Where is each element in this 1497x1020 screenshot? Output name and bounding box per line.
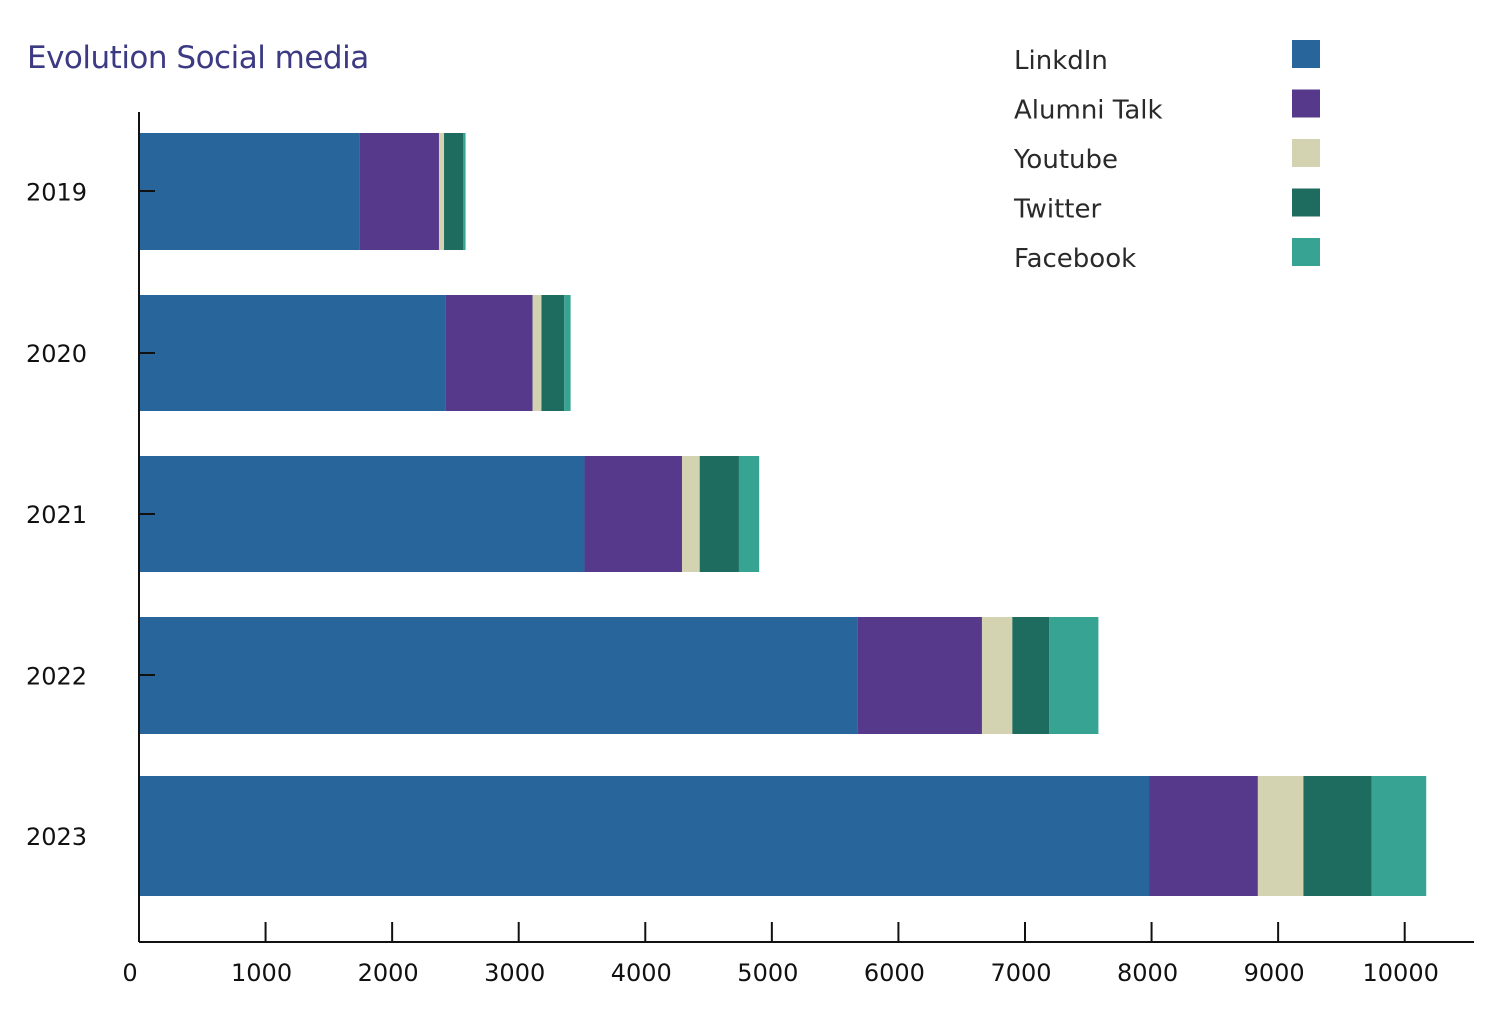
bar-segment-2022-youtube [981, 617, 1013, 734]
x-tick-label-1000: 1000 [231, 959, 292, 987]
legend-swatch-twitter [1292, 188, 1320, 217]
bar-segment-2021-linkdin [139, 456, 585, 572]
y-tick-label-2019: 2019 [26, 179, 87, 207]
bar-segment-2023-facebook [1371, 776, 1427, 896]
bar-segment-2020-linkdin [139, 295, 446, 411]
bar-segment-2022-alumni-talk [857, 617, 982, 734]
bar-segment-2021-twitter [699, 456, 739, 572]
x-tick-label-3000: 3000 [484, 959, 545, 987]
legend-label-linkdin: LinkdIn [1014, 46, 1108, 76]
x-tick-label-7000: 7000 [990, 959, 1051, 987]
legend-swatch-alumni-talk [1292, 89, 1320, 118]
legend-swatch-facebook [1292, 238, 1320, 266]
bar-segment-2019-youtube [438, 133, 445, 250]
x-tick-label-10000: 10000 [1363, 959, 1439, 987]
x-tick-label-2000: 2000 [358, 959, 419, 987]
bar-segment-2020-twitter [541, 295, 565, 411]
bars-group [139, 133, 1427, 896]
bar-segment-2023-youtube [1257, 776, 1304, 896]
bar-segment-2023-linkdin [139, 776, 1150, 896]
x-tick-label-5000: 5000 [737, 959, 798, 987]
chart-title: Evolution Social media [27, 40, 369, 76]
legend-swatch-youtube [1292, 139, 1320, 167]
x-tick-label-6000: 6000 [864, 959, 925, 987]
legend-label-youtube: Youtube [1013, 145, 1118, 175]
bar-segment-2021-youtube [681, 456, 700, 572]
bar-segment-2019-linkdin [139, 133, 360, 250]
bar-segment-2020-youtube [532, 295, 542, 411]
bar-segment-2019-twitter [444, 133, 464, 250]
y-tick-label-2020: 2020 [26, 340, 87, 368]
bar-segment-2022-facebook [1049, 617, 1099, 734]
y-tick-label-2022: 2022 [26, 663, 87, 691]
x-tick-label-9000: 9000 [1244, 959, 1305, 987]
bar-segment-2020-facebook [564, 295, 571, 411]
bar-segment-2020-alumni-talk [445, 295, 533, 411]
bar-segment-2021-alumni-talk [584, 456, 682, 572]
bar-segment-2019-facebook [463, 133, 466, 250]
legend-label-twitter: Twitter [1013, 195, 1101, 225]
x-tick-label-8000: 8000 [1117, 959, 1178, 987]
bar-segment-2019-alumni-talk [359, 133, 439, 250]
legend-swatch-linkdin [1292, 40, 1320, 68]
legend: LinkdIn Alumni Talk Youtube Twitter Facebook [1013, 40, 1320, 274]
x-tick-label-0: 0 [122, 959, 137, 987]
bar-segment-2023-twitter [1303, 776, 1372, 896]
bar-segment-2022-linkdin [139, 617, 858, 734]
bar-segment-2021-facebook [738, 456, 760, 572]
legend-label-alumni-talk: Alumni Talk [1014, 96, 1163, 126]
y-tick-label-2021: 2021 [26, 501, 87, 529]
legend-label-facebook: Facebook [1014, 244, 1136, 274]
bar-segment-2023-alumni-talk [1149, 776, 1258, 896]
x-tick-label-4000: 4000 [611, 959, 672, 987]
axes-group: 2019 2020 2021 2022 2023 0 1000 2000 3000 4000 500… [26, 112, 1474, 987]
y-tick-label-2023: 2023 [26, 823, 87, 851]
bar-segment-2022-twitter [1012, 617, 1050, 734]
